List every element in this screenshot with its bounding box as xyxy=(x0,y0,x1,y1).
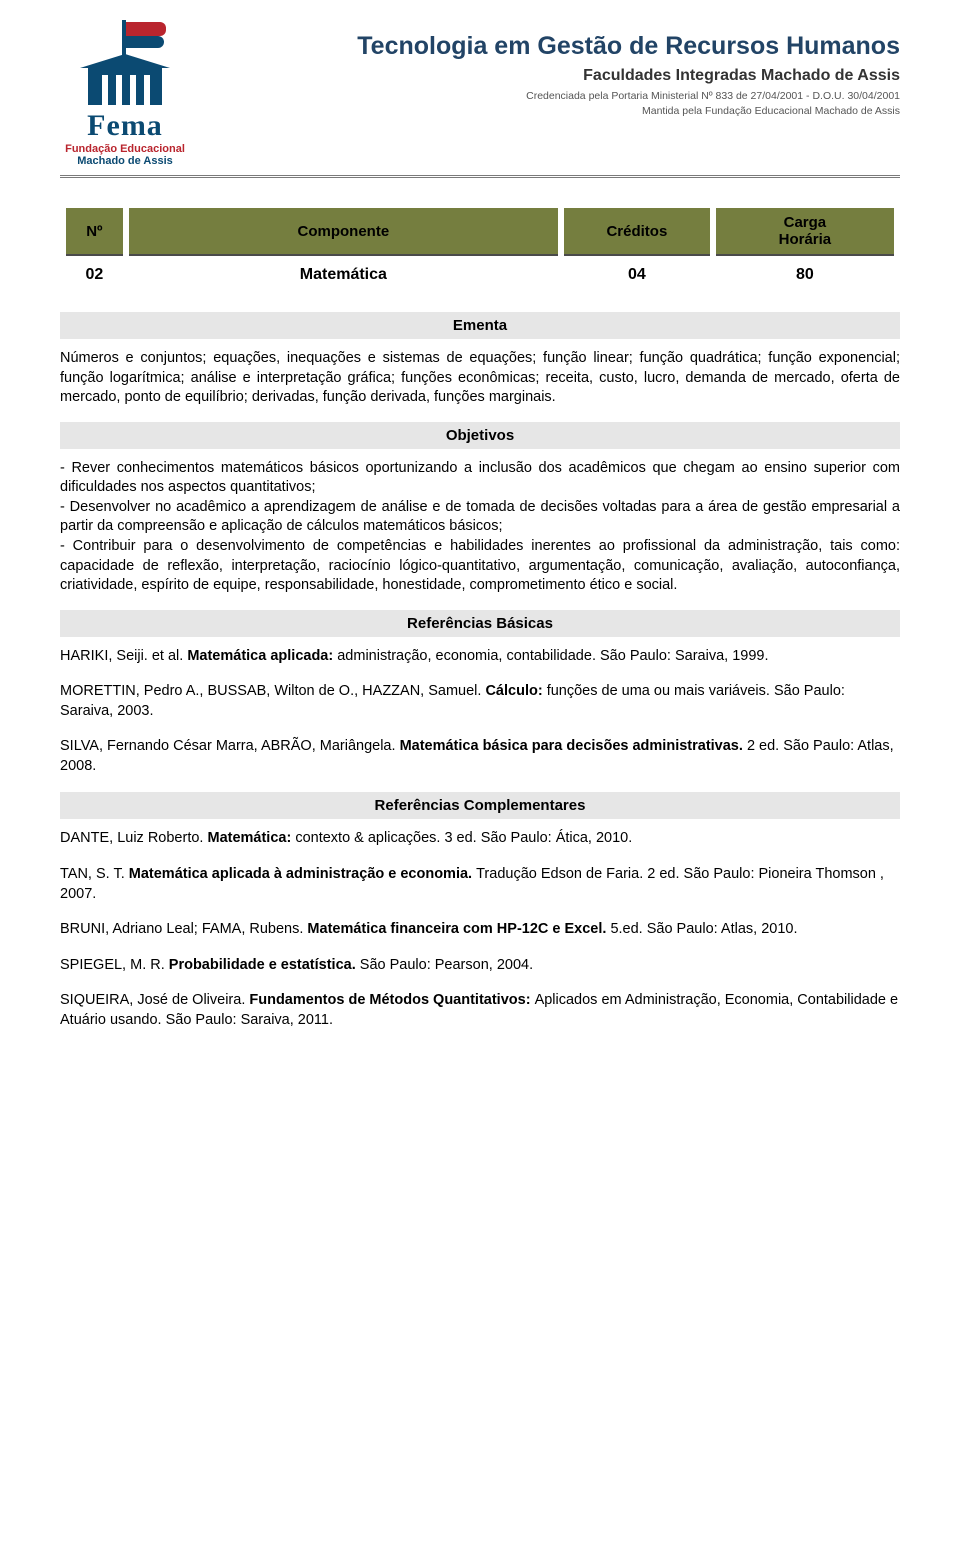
reference-pre: HARIKI, Seiji. et al. xyxy=(60,648,187,664)
page: Fema Fundação Educacional Machado de Ass… xyxy=(0,0,960,1086)
header-small-1: Credenciada pela Portaria Ministerial Nº… xyxy=(214,89,900,104)
col-header-no: Nº xyxy=(66,208,123,256)
reference-post: contexto & aplicações. 3 ed. São Paulo: … xyxy=(295,830,632,846)
refs-basic-list: HARIKI, Seiji. et al. Matemática aplicad… xyxy=(60,647,900,777)
section-ementa-label: Ementa xyxy=(60,312,900,339)
col-header-carga-l2: Horária xyxy=(779,231,832,248)
reference-title: Probabilidade e estatística. xyxy=(169,957,360,973)
section-ref-basic-label: Referências Básicas xyxy=(60,610,900,637)
reference-pre: SIQUEIRA, José de Oliveira. xyxy=(60,992,249,1008)
reference-item: SIQUEIRA, José de Oliveira. Fundamentos … xyxy=(60,991,900,1030)
reference-pre: SPIEGEL, M. R. xyxy=(60,957,169,973)
reference-pre: BRUNI, Adriano Leal; FAMA, Rubens. xyxy=(60,921,307,937)
reference-title: Fundamentos de Métodos Quantitativos: xyxy=(249,992,534,1008)
reference-item: HARIKI, Seiji. et al. Matemática aplicad… xyxy=(60,647,900,667)
refs-comp-list: DANTE, Luiz Roberto. Matemática: context… xyxy=(60,829,900,1030)
reference-item: MORETTIN, Pedro A., BUSSAB, Wilton de O.… xyxy=(60,682,900,721)
reference-title: Cálculo: xyxy=(485,683,546,699)
cell-no: 02 xyxy=(66,256,123,298)
section-objetivos-label: Objetivos xyxy=(60,422,900,449)
col-header-componente: Componente xyxy=(129,208,558,256)
objetivos-text: - Rever conhecimentos matemáticos básico… xyxy=(60,459,900,596)
col-header-carga: Carga Horária xyxy=(716,208,894,256)
ementa-text: Números e conjuntos; equações, inequaçõe… xyxy=(60,349,900,408)
header-subtitle: Faculdades Integradas Machado de Assis xyxy=(214,67,900,85)
reference-title: Matemática básica para decisões administ… xyxy=(400,738,747,754)
cell-creditos: 04 xyxy=(564,256,710,298)
logo-brand: Fema xyxy=(60,109,190,143)
col-header-creditos: Créditos xyxy=(564,208,710,256)
reference-title: Matemática aplicada: xyxy=(187,648,337,664)
logo-text: Fema Fundação Educacional Machado de Ass… xyxy=(60,109,190,167)
course-table-data-row: 02 Matemática 04 80 xyxy=(66,256,894,298)
reference-title: Matemática: xyxy=(207,830,295,846)
logo-line1: Fundação Educacional xyxy=(60,143,190,155)
reference-title: Matemática financeira com HP-12C e Excel… xyxy=(307,921,610,937)
col-header-carga-l1: Carga xyxy=(784,214,827,231)
reference-pre: TAN, S. T. xyxy=(60,866,129,882)
header-right: Tecnologia em Gestão de Recursos Humanos… xyxy=(214,20,900,118)
reference-pre: DANTE, Luiz Roberto. xyxy=(60,830,207,846)
course-table: Nº Componente Créditos Carga Horária 02 … xyxy=(60,208,900,298)
reference-item: DANTE, Luiz Roberto. Matemática: context… xyxy=(60,829,900,849)
logo-line2: Machado de Assis xyxy=(60,155,190,167)
course-table-header-row: Nº Componente Créditos Carga Horária xyxy=(66,208,894,256)
logo-block: Fema Fundação Educacional Machado de Ass… xyxy=(60,20,190,167)
reference-item: SPIEGEL, M. R. Probabilidade e estatísti… xyxy=(60,956,900,976)
logo-icon xyxy=(70,20,180,105)
cell-carga: 80 xyxy=(716,256,894,298)
header-title: Tecnologia em Gestão de Recursos Humanos xyxy=(214,32,900,61)
reference-post: São Paulo: Pearson, 2004. xyxy=(360,957,533,973)
reference-post: 5.ed. São Paulo: Atlas, 2010. xyxy=(610,921,797,937)
reference-title: Matemática aplicada à administração e ec… xyxy=(129,866,476,882)
section-ref-comp-label: Referências Complementares xyxy=(60,792,900,819)
header-small-2: Mantida pela Fundação Educacional Machad… xyxy=(214,104,900,119)
reference-item: TAN, S. T. Matemática aplicada à adminis… xyxy=(60,865,900,904)
reference-post: administração, economia, contabilidade. … xyxy=(337,648,768,664)
reference-pre: SILVA, Fernando César Marra, ABRÃO, Mari… xyxy=(60,738,400,754)
reference-item: BRUNI, Adriano Leal; FAMA, Rubens. Matem… xyxy=(60,920,900,940)
reference-item: SILVA, Fernando César Marra, ABRÃO, Mari… xyxy=(60,737,900,776)
reference-pre: MORETTIN, Pedro A., BUSSAB, Wilton de O.… xyxy=(60,683,485,699)
cell-componente: Matemática xyxy=(129,256,558,298)
page-header: Fema Fundação Educacional Machado de Ass… xyxy=(60,20,900,178)
